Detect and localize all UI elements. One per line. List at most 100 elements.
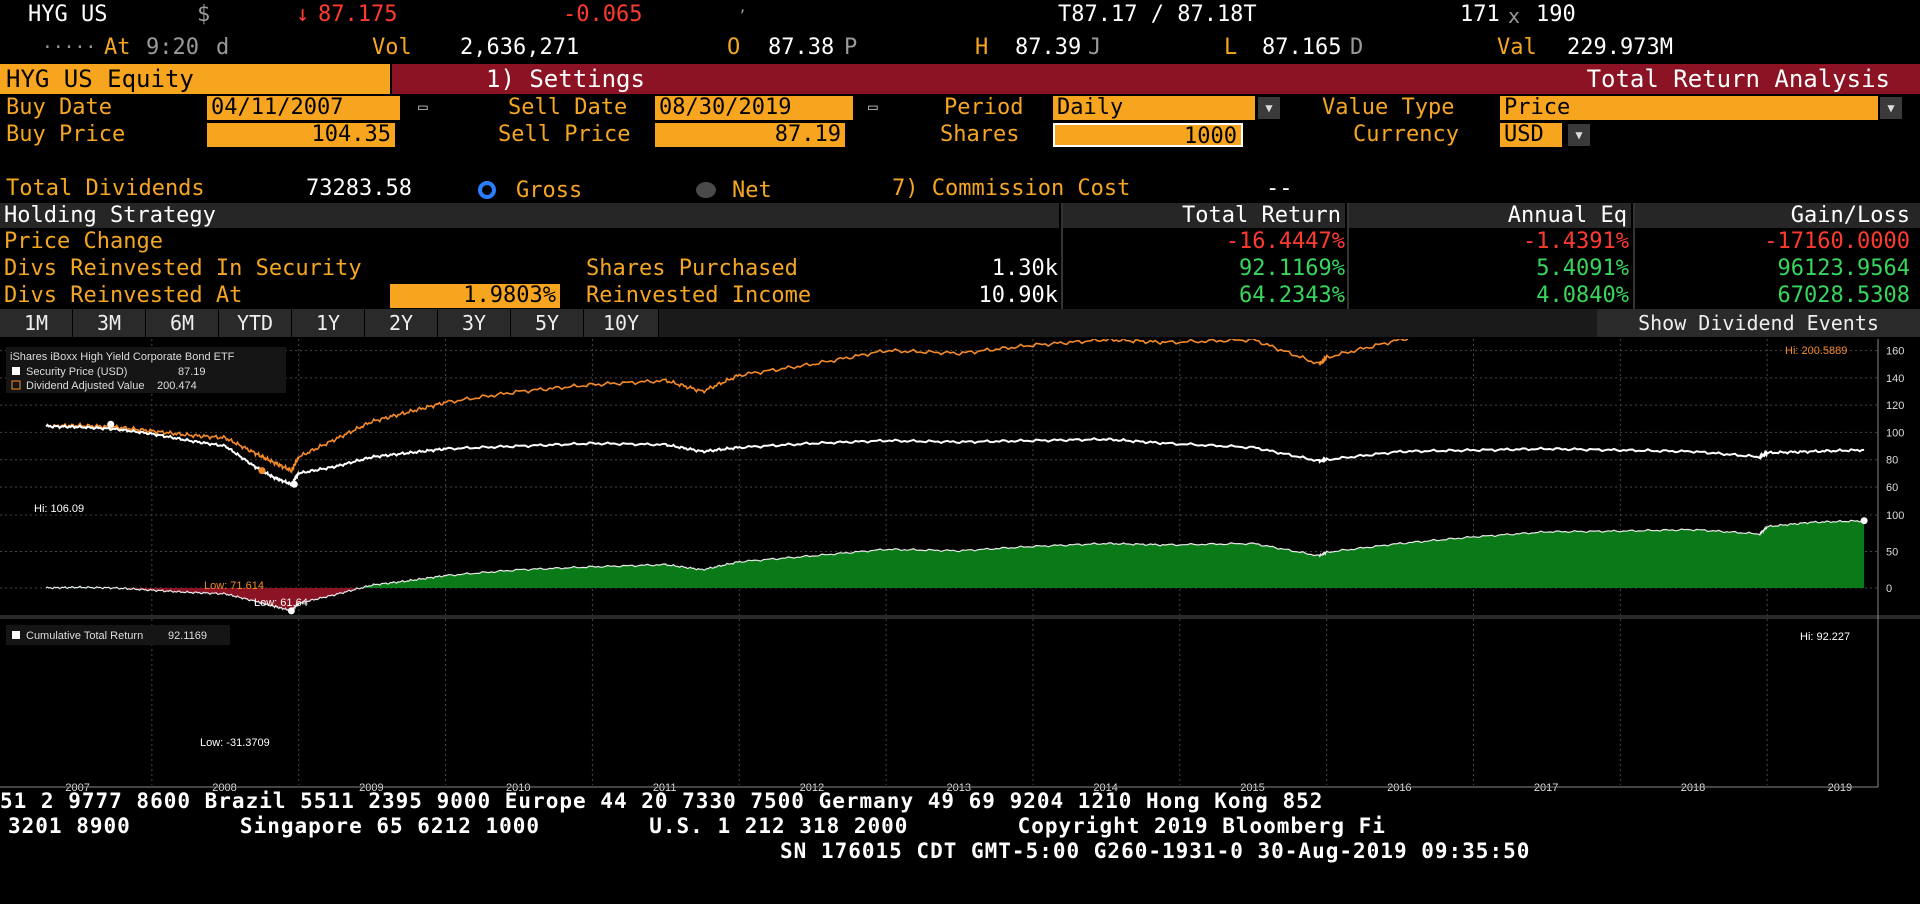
hi-return-marker: [1860, 517, 1868, 525]
open-source: P: [844, 35, 858, 60]
period-select[interactable]: Daily: [1053, 96, 1255, 120]
tab-ytd[interactable]: YTD: [219, 309, 292, 337]
column-header-gain-loss: Gain/Loss: [1790, 203, 1910, 228]
low-value: 87.165: [1262, 35, 1342, 60]
dividend-adjusted-line: [45, 339, 1409, 475]
tab-5y[interactable]: 5Y: [511, 309, 584, 337]
value-type-label: Value Type: [1322, 95, 1455, 120]
legend-title: iShares iBoxx High Yield Corporate Bond …: [10, 351, 235, 363]
value-traded: 229.973M: [1567, 35, 1673, 60]
open-label: O: [727, 35, 741, 60]
y-tick-label: 100: [1886, 510, 1904, 522]
y-tick-label: 160: [1886, 346, 1904, 358]
x-tick-label: 2013: [947, 782, 971, 794]
return-y-axis: 0 50 100: [1886, 510, 1904, 595]
footer-line-1: 51 2 9777 8600 Brazil 5511 2395 9000 Eur…: [0, 789, 1324, 813]
hi-price-marker: [107, 420, 115, 428]
table-cell-gain-loss: 67028.5308: [1777, 283, 1910, 308]
reinvested-income-value: 10.90k: [978, 283, 1058, 308]
show-dividend-events-button[interactable]: Show Dividend Events: [1597, 309, 1920, 337]
price-legend-swatch: [12, 367, 20, 375]
tab-1y[interactable]: 1Y: [292, 309, 365, 337]
tab-10y[interactable]: 10Y: [584, 309, 659, 337]
commission-cost-button[interactable]: 7) Commission Cost: [892, 176, 1131, 201]
size-separator: x: [1508, 4, 1521, 28]
currency-select[interactable]: USD: [1500, 123, 1562, 147]
tab-2y[interactable]: 2Y: [365, 309, 438, 337]
extreme-markers: [107, 420, 1868, 615]
return-legend-swatch: [12, 631, 20, 639]
security-field[interactable]: HYG US Equity: [0, 64, 390, 94]
sell-date-input[interactable]: 08/30/2019: [655, 96, 853, 120]
low-label: L: [1224, 35, 1238, 60]
reinvest-rate-input[interactable]: 1.9803%: [390, 284, 560, 308]
gross-label: Gross: [516, 178, 583, 203]
tab-6m[interactable]: 6M: [146, 309, 219, 337]
x-tick-label: 2008: [212, 782, 236, 794]
column-divider: [1347, 203, 1349, 309]
gross-radio[interactable]: [478, 181, 496, 199]
table-row-label: Divs Reinvested In Security: [4, 256, 362, 281]
table-row-label: Divs Reinvested At: [4, 283, 243, 308]
column-header-total-return: Total Return: [1182, 203, 1341, 228]
calendar-icon[interactable]: ▭: [868, 97, 878, 116]
x-tick-label: 2009: [359, 782, 383, 794]
total-dividends-value: 73283.58: [306, 176, 412, 201]
tab-3y[interactable]: 3Y: [438, 309, 511, 337]
bid-size: 171: [1460, 2, 1500, 27]
x-tick-label: 2007: [65, 782, 89, 794]
table-cell-total-return: -16.4447%: [1225, 229, 1345, 254]
tab-3m[interactable]: 3M: [73, 309, 146, 337]
buy-date-input[interactable]: 04/11/2007: [207, 96, 400, 120]
settings-button[interactable]: 1) Settings: [486, 65, 645, 93]
low-source: D: [1350, 35, 1364, 60]
annotation-low-price: Low: 61.64: [254, 597, 308, 609]
net-radio[interactable]: [696, 182, 716, 198]
legend-price-label: Security Price (USD): [26, 366, 127, 378]
column-header-annual-eq: Annual Eq: [1507, 203, 1627, 228]
buy-price-input[interactable]: 104.35: [207, 123, 395, 147]
cumulative-return-line: [45, 519, 1865, 613]
chevron-down-icon[interactable]: ▼: [1880, 97, 1902, 119]
low-dividend-marker: [258, 467, 266, 475]
table-cell-gain-loss: 96123.9564: [1777, 256, 1910, 281]
value-label: Val: [1497, 35, 1537, 60]
net-change: -0.065: [563, 2, 643, 27]
y-tick-label: 50: [1886, 547, 1898, 559]
at-label: At: [104, 35, 131, 60]
page-title: Total Return Analysis: [1586, 65, 1890, 93]
buy-date-label: Buy Date: [6, 95, 112, 120]
value-type-select[interactable]: Price: [1500, 96, 1878, 120]
footer-line-3: SN 176015 CDT GMT-5:00 G260-1931-0 30-Au…: [780, 839, 1531, 863]
return-legend-box: [6, 625, 230, 645]
down-arrow-icon: ↓: [296, 2, 310, 27]
dividend-legend-swatch: [11, 380, 21, 390]
net-label: Net: [732, 178, 772, 203]
annotation-low-return: Low: -31.3709: [200, 737, 270, 749]
annotation-low-dividend: Low: 71.614: [204, 580, 264, 592]
time-suffix: d: [216, 35, 230, 60]
sell-price-input[interactable]: 87.19: [655, 123, 845, 147]
shares-input[interactable]: 1000: [1053, 123, 1243, 147]
annotation-hi-price: Hi: 106.09: [34, 503, 84, 515]
calendar-icon[interactable]: ▭: [418, 97, 428, 116]
tab-1m[interactable]: 1M: [0, 309, 73, 337]
x-tick-label: 2018: [1681, 782, 1705, 794]
x-tick-label: 2019: [1828, 782, 1852, 794]
currency-label: Currency: [1353, 122, 1459, 147]
tick-icon: ʼ: [738, 8, 747, 24]
ticker[interactable]: HYG US: [28, 2, 108, 27]
table-cell-gain-loss: -17160.0000: [1764, 229, 1910, 254]
function-bar: [392, 64, 1920, 94]
footer-line-2: 3201 8900 Singapore 65 6212 1000 U.S. 1 …: [8, 814, 1386, 838]
volume-label: Vol: [372, 35, 412, 60]
chevron-down-icon[interactable]: ▼: [1258, 97, 1280, 119]
currency-symbol: $: [197, 2, 211, 27]
shares-purchased-label: Shares Purchased: [586, 256, 798, 281]
table-cell-total-return: 92.1169%: [1239, 256, 1345, 281]
chevron-down-icon[interactable]: ▼: [1568, 124, 1590, 146]
y-tick-label: 80: [1886, 455, 1898, 467]
x-tick-label: 2014: [1093, 782, 1117, 794]
table-header: Annual Eq: [1349, 203, 1631, 228]
